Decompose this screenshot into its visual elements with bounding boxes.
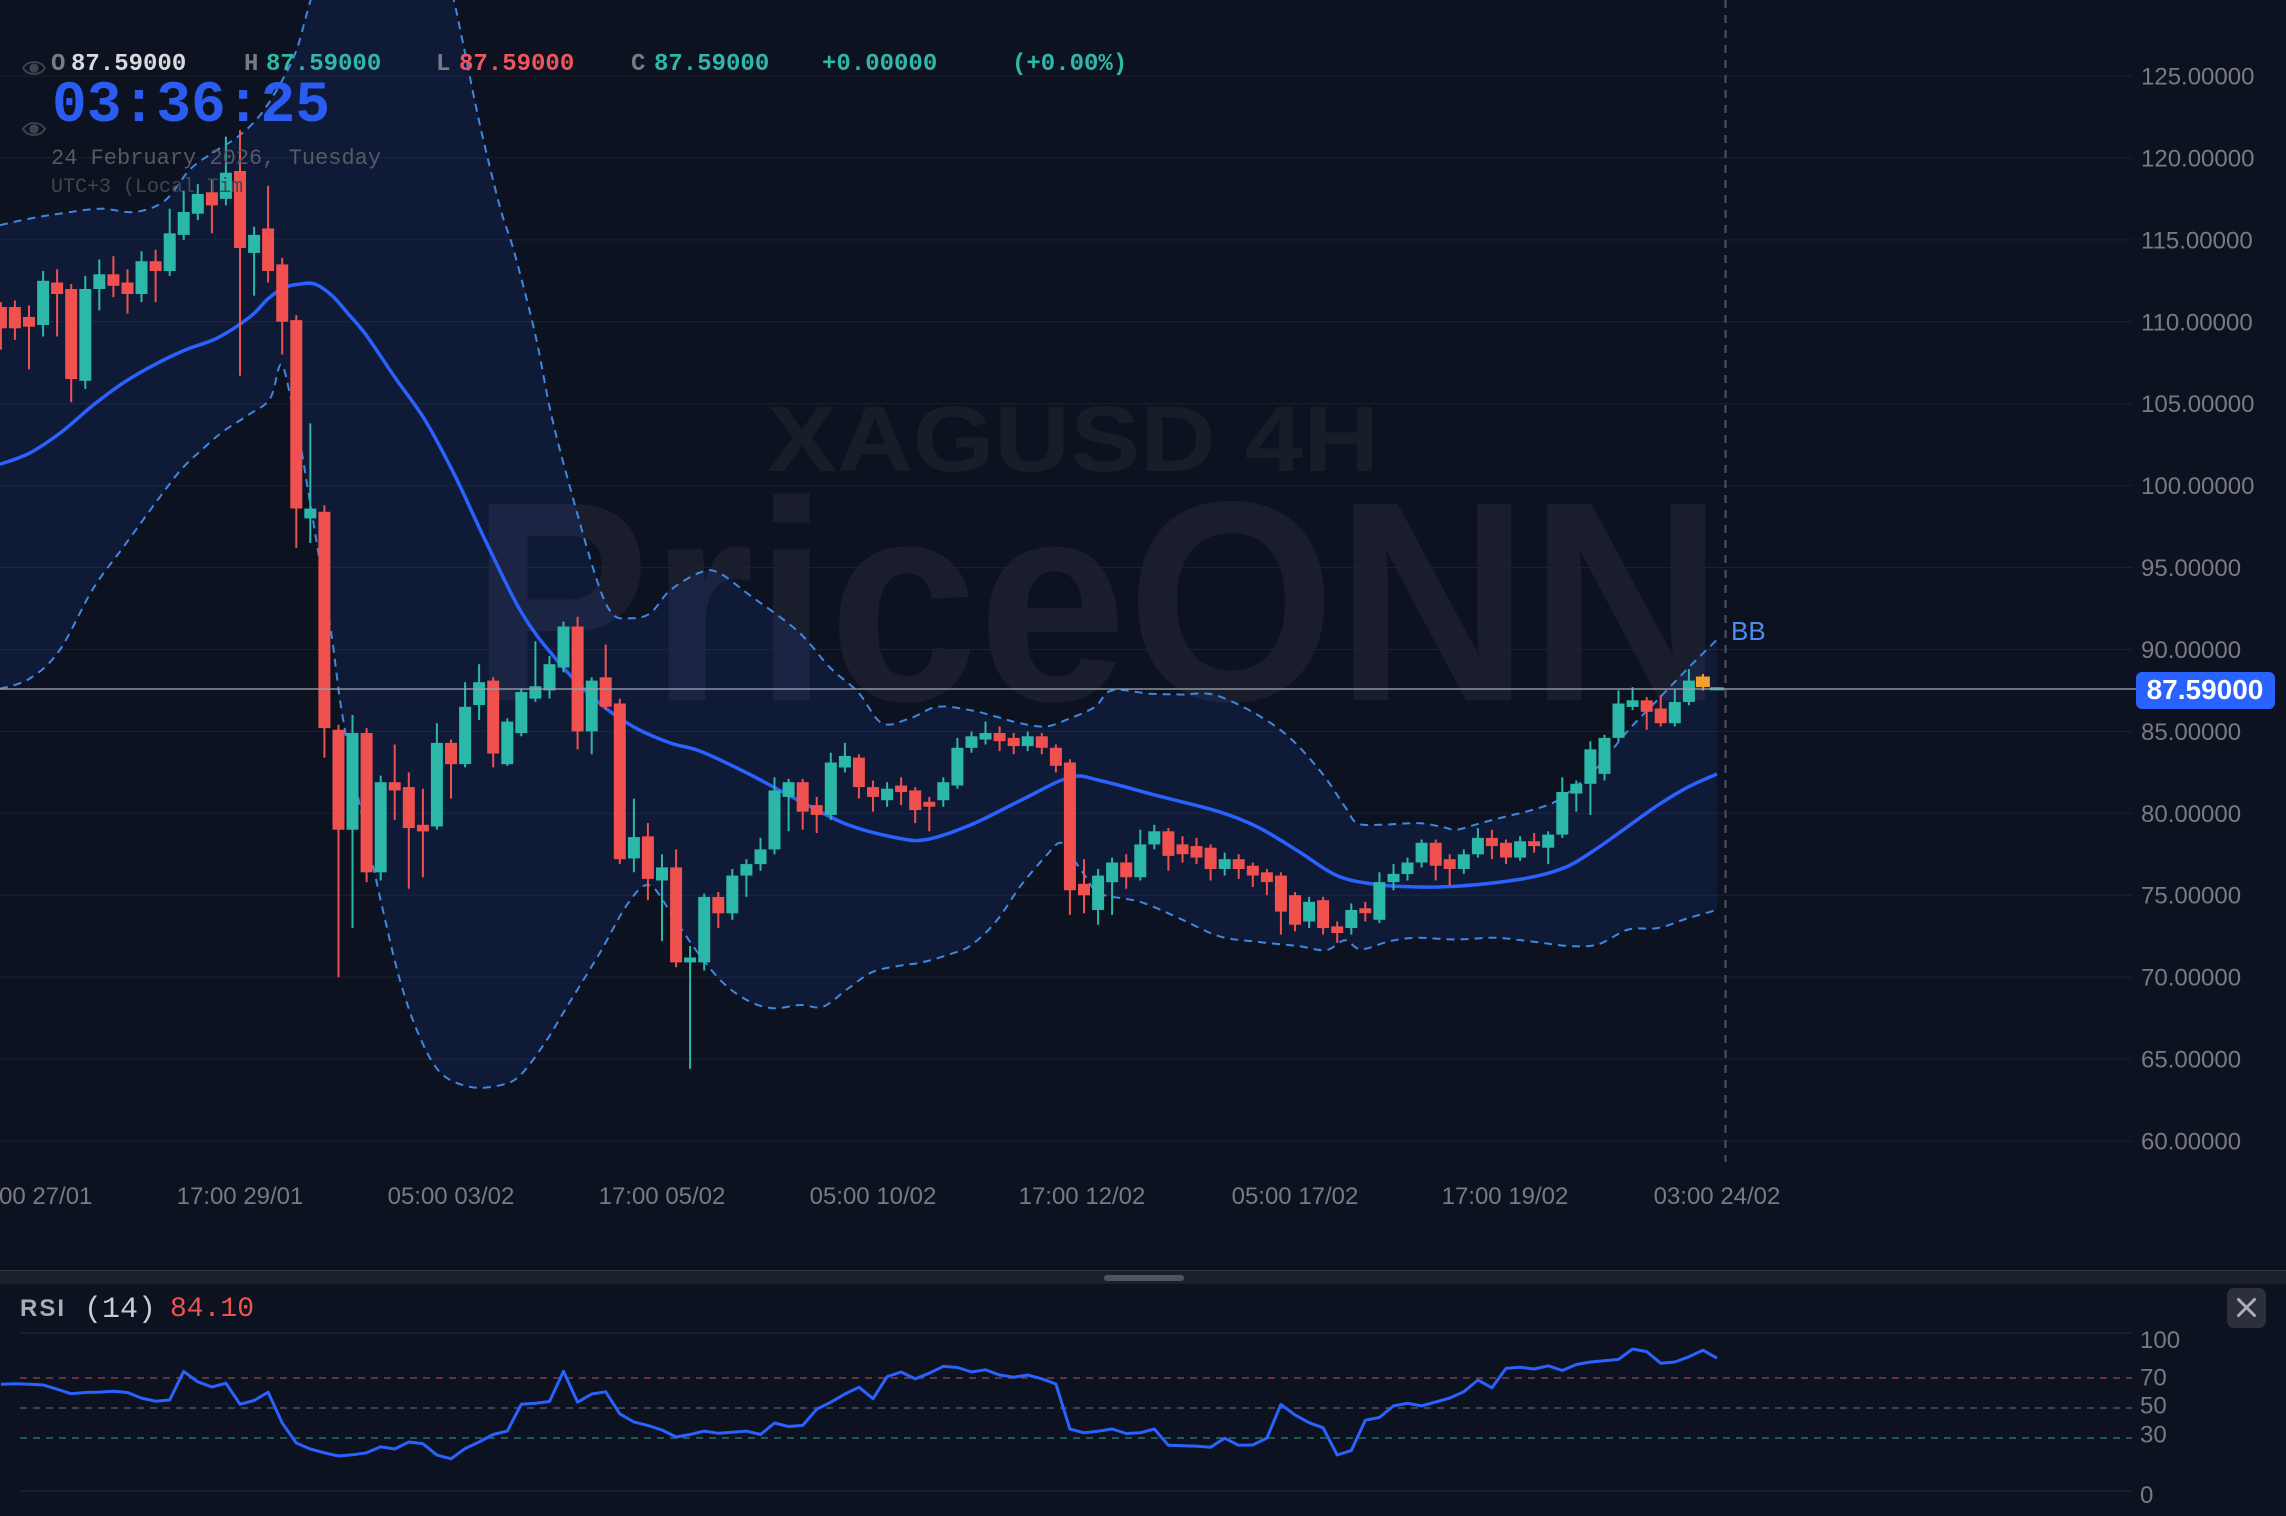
svg-text:125.00000: 125.00000 — [2141, 64, 2254, 91]
svg-text:05:00 03/02: 05:00 03/02 — [388, 1183, 515, 1210]
svg-text:UTC+3 (Local Tim: UTC+3 (Local Tim — [51, 176, 243, 199]
svg-text:17:00 19/02: 17:00 19/02 — [1442, 1183, 1569, 1210]
svg-text:84.10: 84.10 — [170, 1294, 254, 1325]
svg-text:95.00000: 95.00000 — [2141, 555, 2241, 582]
svg-text:87.59000: 87.59000 — [459, 51, 574, 78]
svg-text:05:00 10/02: 05:00 10/02 — [810, 1183, 937, 1210]
svg-text:65.00000: 65.00000 — [2141, 1047, 2241, 1074]
svg-text:(+0.00%): (+0.00%) — [1012, 51, 1127, 78]
svg-text:C: C — [631, 51, 645, 78]
svg-text:90.00000: 90.00000 — [2141, 637, 2241, 664]
svg-text:BB: BB — [1731, 616, 1766, 646]
svg-text:87.59000: 87.59000 — [2147, 674, 2264, 705]
svg-text:L: L — [436, 51, 450, 78]
svg-text:105.00000: 105.00000 — [2141, 391, 2254, 418]
svg-text:0: 0 — [2140, 1482, 2153, 1509]
svg-text:RSI: RSI — [20, 1295, 66, 1322]
svg-text:87.59000: 87.59000 — [71, 51, 186, 78]
svg-text:115.00000: 115.00000 — [2141, 227, 2253, 254]
svg-text:XAGUSD 4H: XAGUSD 4H — [767, 387, 1379, 491]
svg-text:03:00 24/02: 03:00 24/02 — [1654, 1183, 1781, 1210]
svg-text:O: O — [51, 51, 65, 78]
svg-text:120.00000: 120.00000 — [2141, 145, 2254, 172]
svg-text:H: H — [244, 51, 258, 78]
svg-text:80.00000: 80.00000 — [2141, 801, 2241, 828]
svg-text:24 February 2026, Tuesday: 24 February 2026, Tuesday — [51, 146, 381, 171]
svg-text:(14): (14) — [84, 1293, 156, 1327]
svg-text:30: 30 — [2140, 1422, 2167, 1449]
svg-text:17:00 29/01: 17:00 29/01 — [177, 1183, 304, 1210]
svg-text:60.00000: 60.00000 — [2141, 1129, 2241, 1156]
svg-text:70: 70 — [2140, 1365, 2167, 1392]
svg-text:70.00000: 70.00000 — [2141, 965, 2241, 992]
svg-text:100: 100 — [2140, 1327, 2180, 1354]
svg-text:05:00 27/01: 05:00 27/01 — [0, 1183, 92, 1210]
svg-text:87.59000: 87.59000 — [266, 51, 381, 78]
svg-text:110.00000: 110.00000 — [2141, 309, 2253, 336]
svg-text:87.59000: 87.59000 — [654, 51, 769, 78]
svg-text:100.00000: 100.00000 — [2141, 473, 2254, 500]
svg-text:PriceONN: PriceONN — [471, 443, 1723, 761]
svg-text:17:00 12/02: 17:00 12/02 — [1019, 1183, 1146, 1210]
svg-text:17:00 05/02: 17:00 05/02 — [599, 1183, 726, 1210]
svg-text:50: 50 — [2140, 1393, 2167, 1420]
svg-text:75.00000: 75.00000 — [2141, 883, 2241, 910]
svg-text:+0.00000: +0.00000 — [822, 51, 937, 78]
svg-text:85.00000: 85.00000 — [2141, 719, 2241, 746]
svg-text:05:00 17/02: 05:00 17/02 — [1232, 1183, 1359, 1210]
svg-text:03:36:25: 03:36:25 — [52, 74, 330, 139]
